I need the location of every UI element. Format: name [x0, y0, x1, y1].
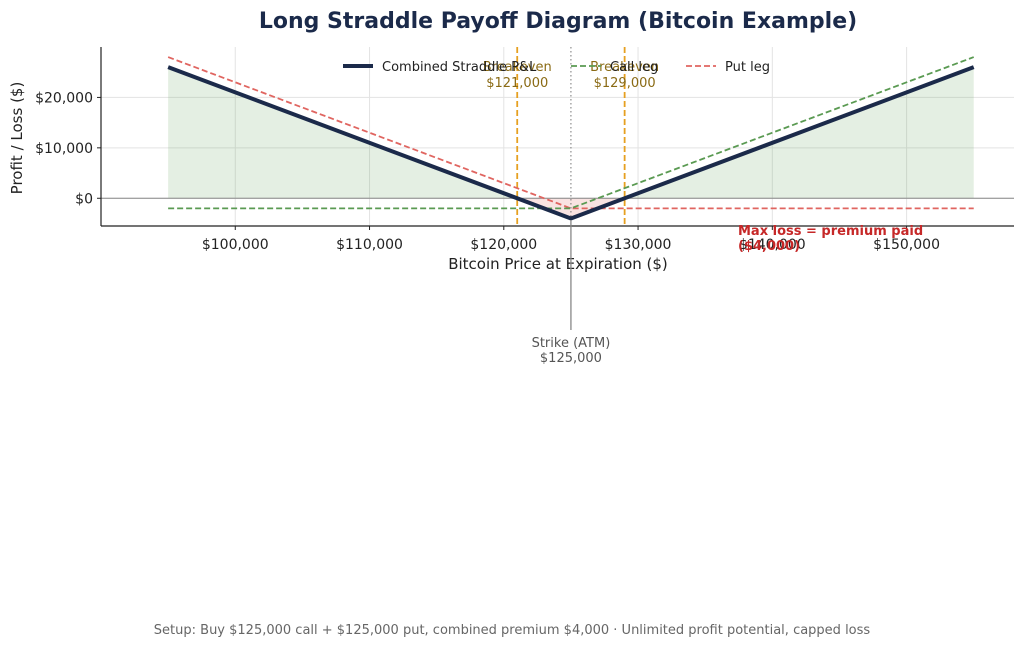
legend-label: Put leg — [725, 60, 770, 75]
legend-label: Call leg — [610, 60, 658, 75]
legend: Combined Straddle P&L Call leg Put leg — [343, 60, 770, 75]
y-tick-label: $0 — [75, 191, 93, 207]
axes — [100, 47, 1014, 227]
breakeven-value: $121,000 — [486, 76, 548, 91]
x-tick-label: $130,000 — [605, 237, 672, 253]
series-lines — [167, 56, 975, 221]
x-tick-label: $120,000 — [470, 237, 537, 253]
strike-label: Strike (ATM) — [532, 336, 611, 351]
chart-title: Long Straddle Payoff Diagram (Bitcoin Ex… — [259, 9, 857, 34]
x-tick-label: $140,000 — [739, 237, 806, 253]
breakeven-label: Breakeven — [483, 60, 552, 75]
x-tick-label: $110,000 — [336, 237, 403, 253]
annotations: Breakeven$121,000Breakeven$129,000Strike… — [483, 60, 923, 366]
footer-note: Setup: Buy $125,000 call + $125,000 put,… — [154, 623, 871, 638]
series-line-call-leg — [168, 56, 975, 210]
strike-value: $125,000 — [540, 351, 602, 366]
y-tick-labels: $0 $10,000 $20,000 — [35, 90, 101, 207]
x-tick-labels: $100,000 $110,000 $120,000 $130,000 $140,000… — [202, 226, 940, 253]
x-axis-label: Bitcoin Price at Expiration ($) — [448, 255, 668, 273]
breakeven-label: Breakeven — [590, 60, 659, 75]
y-tick-label: $10,000 — [35, 141, 93, 157]
x-tick-label: $100,000 — [202, 237, 269, 253]
legend-label: Combined Straddle P&L — [382, 60, 537, 75]
max-loss-label: Max loss = premium paid — [738, 224, 923, 239]
breakeven-value: $129,000 — [594, 76, 656, 91]
series-line-combined-straddle-p-l — [167, 65, 975, 221]
x-tick-label: $150,000 — [873, 237, 940, 253]
y-tick-label: $20,000 — [35, 90, 93, 106]
series-line-put-leg — [167, 56, 974, 210]
max-loss-value: ($4,000) — [738, 239, 800, 254]
y-axis-label: Profit / Loss ($) — [8, 82, 26, 195]
